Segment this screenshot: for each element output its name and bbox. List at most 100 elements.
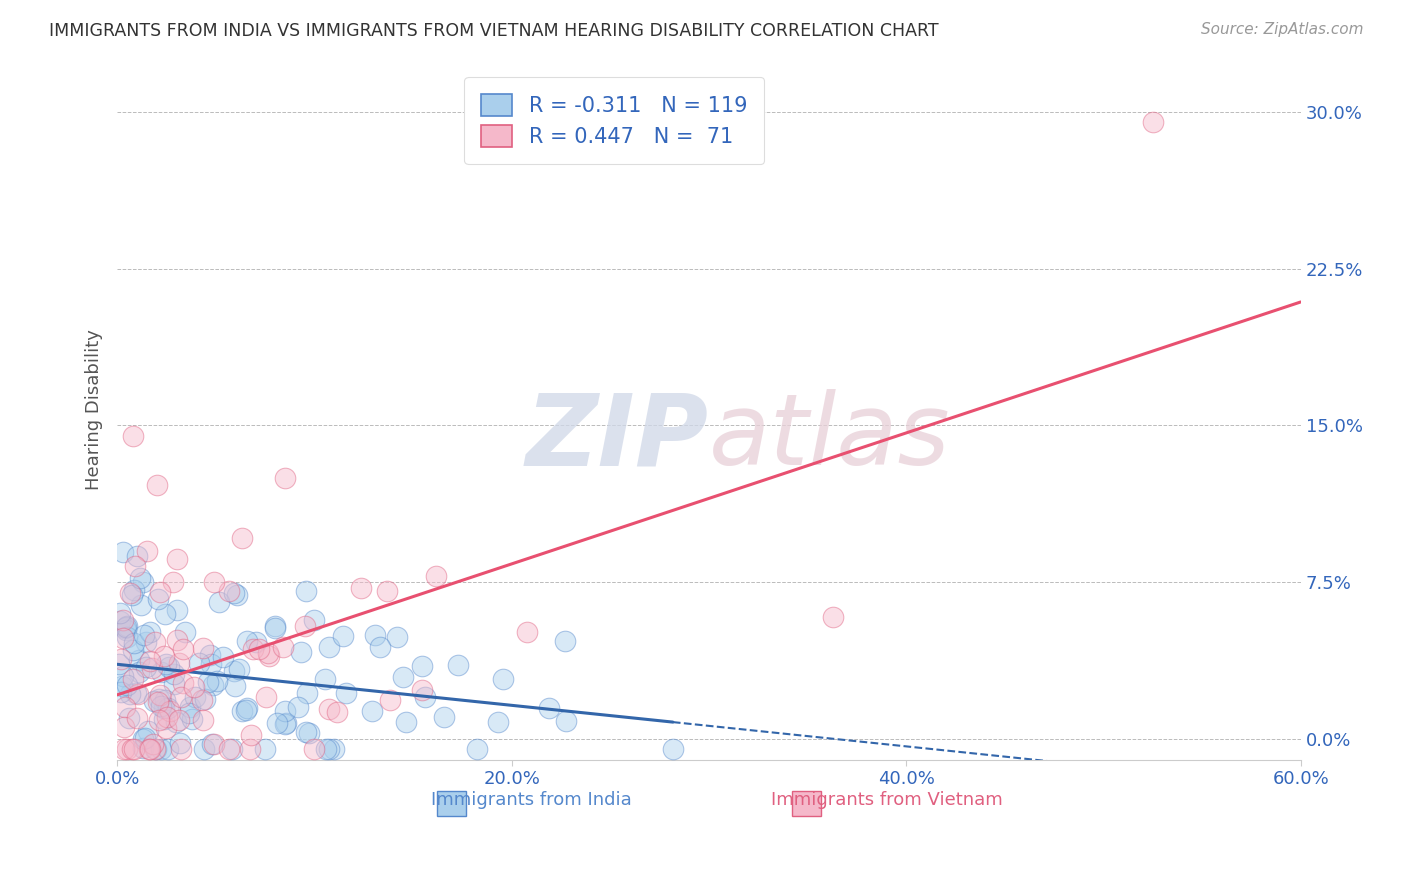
- Point: [242, 641, 264, 656]
- Point: [274, 470, 297, 484]
- Point: [138, 742, 160, 756]
- Point: [194, 691, 217, 706]
- Point: [110, 685, 132, 699]
- Point: [191, 640, 214, 655]
- Legend: R = -0.311   N = 119, R = 0.447   N =  71: R = -0.311 N = 119, R = 0.447 N = 71: [464, 77, 763, 164]
- Point: [190, 692, 212, 706]
- Point: [290, 645, 312, 659]
- Point: [375, 584, 398, 599]
- Point: [132, 574, 155, 589]
- Point: [136, 724, 159, 739]
- Point: [132, 628, 155, 642]
- Point: [112, 545, 135, 559]
- Point: [413, 690, 436, 705]
- Point: [128, 665, 150, 679]
- Point: [136, 543, 159, 558]
- Text: Source: ZipAtlas.com: Source: ZipAtlas.com: [1201, 22, 1364, 37]
- Point: [108, 657, 131, 671]
- Point: [224, 679, 246, 693]
- Point: [118, 586, 141, 600]
- Point: [335, 686, 357, 700]
- Point: [273, 716, 295, 731]
- Point: [446, 657, 468, 672]
- Point: [122, 428, 145, 442]
- Point: [492, 672, 515, 686]
- Point: [239, 742, 262, 756]
- Point: [150, 699, 173, 714]
- Point: [112, 742, 135, 756]
- Text: Immigrants from India: Immigrants from India: [432, 790, 631, 809]
- Point: [132, 732, 155, 747]
- Point: [110, 652, 132, 666]
- Point: [108, 614, 131, 628]
- Point: [159, 704, 181, 718]
- Point: [114, 700, 136, 714]
- Point: [111, 679, 134, 693]
- Point: [201, 678, 224, 692]
- Point: [200, 657, 222, 672]
- Point: [295, 724, 318, 739]
- Point: [395, 714, 418, 729]
- Point: [392, 670, 415, 684]
- Point: [143, 742, 166, 756]
- Point: [304, 613, 326, 627]
- Point: [350, 581, 373, 595]
- Point: [183, 680, 205, 694]
- Point: [235, 703, 257, 717]
- Point: [263, 621, 285, 635]
- Point: [114, 620, 136, 634]
- Point: [120, 687, 142, 701]
- Point: [146, 695, 169, 709]
- Point: [112, 720, 135, 734]
- Point: [149, 585, 172, 599]
- Point: [111, 631, 134, 645]
- Point: [364, 627, 387, 641]
- Point: [287, 700, 309, 714]
- Point: [172, 642, 194, 657]
- Point: [149, 688, 172, 702]
- Point: [125, 686, 148, 700]
- Point: [165, 715, 187, 730]
- Point: [318, 742, 340, 756]
- Point: [257, 648, 280, 663]
- Point: [127, 687, 149, 701]
- FancyBboxPatch shape: [792, 791, 821, 815]
- Point: [314, 672, 336, 686]
- Point: [257, 647, 280, 661]
- Point: [411, 683, 433, 698]
- Point: [167, 656, 190, 670]
- Point: [122, 582, 145, 597]
- Y-axis label: Hearing Disability: Hearing Disability: [86, 329, 103, 490]
- Point: [433, 709, 456, 723]
- Point: [247, 641, 270, 656]
- Point: [193, 742, 215, 756]
- Point: [114, 623, 136, 637]
- Point: [231, 705, 253, 719]
- Point: [302, 742, 325, 756]
- Point: [294, 618, 316, 632]
- Point: [465, 742, 488, 756]
- Point: [122, 742, 145, 756]
- Point: [150, 742, 173, 756]
- Point: [169, 736, 191, 750]
- Point: [411, 659, 433, 673]
- Point: [516, 624, 538, 639]
- Point: [142, 737, 165, 751]
- Point: [228, 662, 250, 676]
- Point: [146, 591, 169, 606]
- Point: [141, 661, 163, 675]
- Point: [318, 702, 340, 716]
- Point: [155, 721, 177, 735]
- Point: [295, 686, 318, 700]
- Point: [167, 713, 190, 727]
- Point: [368, 640, 391, 654]
- Point: [117, 678, 139, 692]
- Point: [188, 657, 211, 671]
- Point: [177, 706, 200, 720]
- Point: [146, 478, 169, 492]
- Point: [172, 676, 194, 690]
- Point: [191, 713, 214, 727]
- Point: [236, 701, 259, 715]
- Point: [166, 602, 188, 616]
- Point: [488, 715, 510, 730]
